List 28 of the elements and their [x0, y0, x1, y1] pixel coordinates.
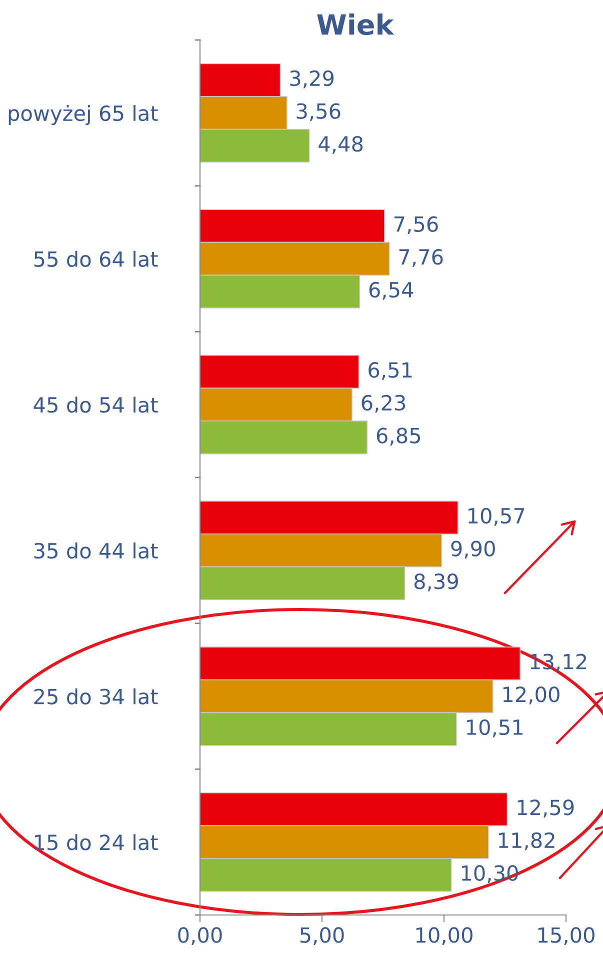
data-label: 7,56: [394, 216, 438, 234]
y-tick-label: powyżej 65 lat: [8, 105, 158, 126]
x-tick-label: 10,00: [416, 927, 472, 946]
data-label: 8,39: [414, 574, 458, 592]
data-label: 4,48: [318, 136, 363, 154]
data-label: 7,76: [399, 249, 443, 267]
data-label: 10,57: [468, 508, 524, 526]
x-tick-label: 0,00: [178, 927, 222, 946]
data-label: 6,23: [362, 394, 406, 413]
data-label: 3,56: [296, 103, 340, 122]
x-tick-label: 15,00: [538, 927, 594, 946]
y-tick-label: 15 do 24 lat: [35, 834, 158, 850]
data-label: 12,59: [518, 800, 574, 818]
data-label: 9,90: [451, 540, 495, 559]
data-label: 10,30: [462, 865, 518, 884]
y-tick-label: 45 do 54 lat: [34, 396, 158, 413]
x-tick-label: 5,00: [300, 927, 344, 946]
data-label: 6,85: [376, 428, 420, 446]
data-label: 12,00: [503, 686, 560, 704]
data-label: 3,29: [290, 70, 334, 88]
data-label: 6,54: [369, 282, 414, 300]
data-label: 10,51: [467, 719, 522, 738]
y-tick-label: 35 do 44 lat: [34, 542, 158, 559]
data-label: 11,82: [499, 832, 554, 850]
data-label: 6,51: [368, 362, 412, 380]
y-tick-label: 25 do 34 lat: [34, 688, 158, 704]
chart-title: Wiek: [317, 14, 394, 36]
y-tick-label: 55 do 64 lat: [34, 250, 158, 267]
